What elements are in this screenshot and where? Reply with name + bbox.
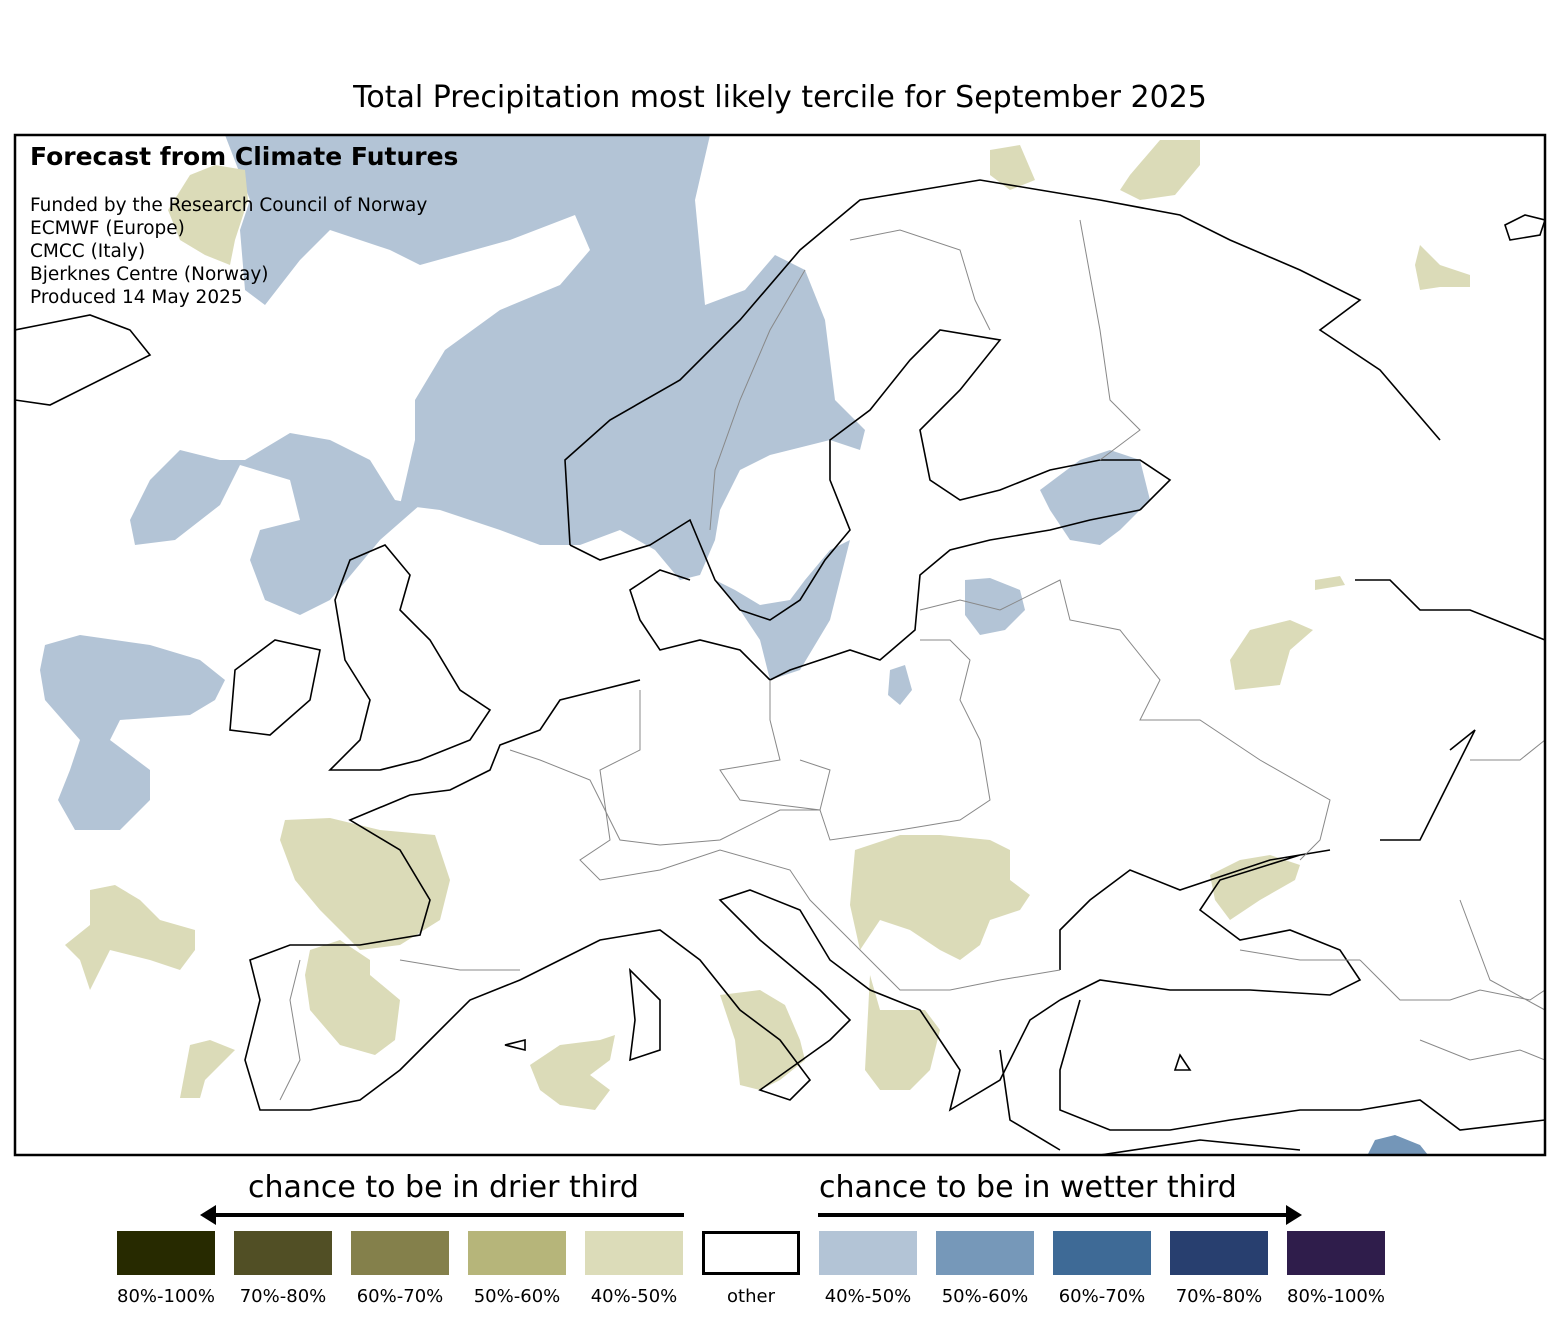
- drier-arrow: [200, 1205, 684, 1225]
- legend-label: 40%-50%: [590, 1286, 678, 1307]
- legend-label: other: [727, 1286, 775, 1307]
- credit-line: Bjerknes Centre (Norway): [30, 264, 269, 285]
- country-borders: [279, 219, 1545, 1101]
- legend-label: 70%-80%: [1175, 1286, 1263, 1307]
- legend-label: 60%-70%: [1058, 1286, 1146, 1307]
- legend-swatch: [234, 1231, 332, 1275]
- legend-drier-title: chance to be in drier third: [248, 1170, 639, 1205]
- legend-swatch: [1287, 1231, 1385, 1275]
- legend-swatch: [819, 1231, 917, 1275]
- legend-label: 80%-100%: [117, 1286, 215, 1307]
- legend-swatch: [351, 1231, 449, 1275]
- wet-region-north-atlantic: [130, 433, 420, 615]
- wet-region-norwegian-sea: [225, 135, 865, 580]
- credit-line: Produced 14 May 2025: [30, 287, 243, 308]
- legend-swatch: [585, 1231, 683, 1275]
- credits: Funded by the Research Council of Norway…: [30, 194, 427, 309]
- legend-swatch: [1053, 1231, 1151, 1275]
- legend-swatch: [468, 1231, 566, 1275]
- legend-label: 40%-50%: [824, 1286, 912, 1307]
- wet-region-50-60-levant: [1367, 1135, 1428, 1155]
- legend-swatch: [702, 1231, 800, 1275]
- wet-region-latvia: [965, 578, 1025, 635]
- wet-region-finland: [1040, 450, 1150, 545]
- legend-swatch: [936, 1231, 1034, 1275]
- legend-swatch: [117, 1231, 215, 1275]
- legend-swatch: [1170, 1231, 1268, 1275]
- legend-label: 50%-60%: [941, 1286, 1029, 1307]
- credit-line: Funded by the Research Council of Norway: [30, 195, 428, 216]
- legend-wetter-title: chance to be in wetter third: [819, 1170, 1237, 1205]
- legend-label: 50%-60%: [473, 1286, 561, 1307]
- forecast-heading: Forecast from Climate Futures: [30, 142, 459, 171]
- map-title: Total Precipitation most likely tercile …: [353, 80, 1207, 115]
- coastlines: [15, 179, 1545, 1155]
- drier-40-50-regions: [65, 140, 1470, 1110]
- credit-line: CMCC (Italy): [30, 241, 146, 262]
- wet-region-atlantic-west: [40, 635, 225, 830]
- credit-line: ECMWF (Europe): [30, 218, 185, 239]
- legend-label: 80%-100%: [1287, 1286, 1385, 1307]
- wetter-arrow: [818, 1205, 1302, 1225]
- legend-label: 70%-80%: [239, 1286, 327, 1307]
- wet-region-baltic: [715, 540, 850, 680]
- wet-region-lithuania: [888, 665, 912, 705]
- legend-label: 60%-70%: [356, 1286, 444, 1307]
- map-frame: [13, 133, 1547, 1157]
